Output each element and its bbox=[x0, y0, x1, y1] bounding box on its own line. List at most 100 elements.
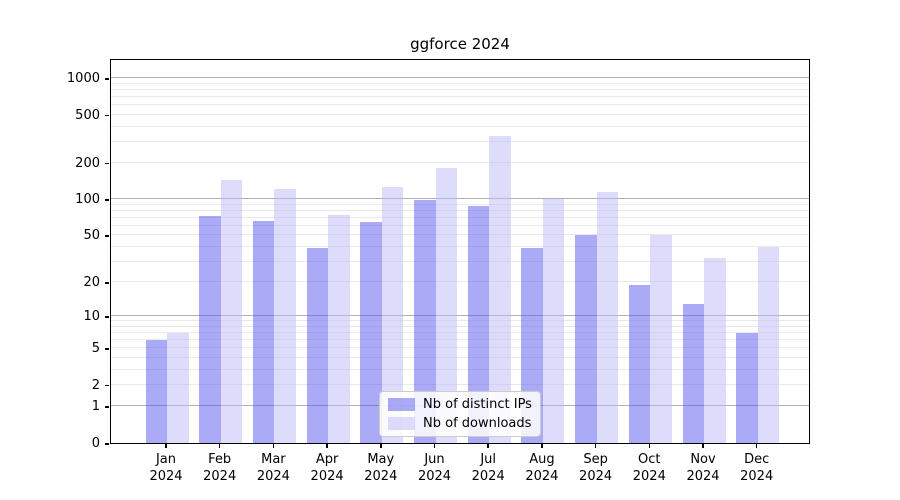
bar-distinct-ips-feb bbox=[199, 215, 221, 443]
legend-label-distinct-ips: Nb of distinct IPs bbox=[423, 397, 532, 412]
x-axis-tick-label: Apr 2024 bbox=[310, 452, 344, 484]
x-axis-tick bbox=[165, 444, 167, 448]
bar-downloads-mar bbox=[274, 188, 296, 443]
gridline-minor bbox=[111, 82, 809, 84]
x-axis-tick bbox=[702, 444, 704, 448]
gridline-minor bbox=[111, 326, 809, 327]
legend-label-downloads: Nb of downloads bbox=[423, 416, 532, 431]
gridline-minor bbox=[111, 368, 809, 370]
bar-downloads-jun bbox=[435, 167, 457, 443]
gridline-major bbox=[111, 198, 809, 200]
gridline-minor bbox=[111, 245, 809, 247]
y-axis-tick bbox=[105, 443, 109, 445]
gridline-minor bbox=[111, 234, 809, 236]
bar-downloads-apr bbox=[328, 215, 350, 443]
plot-area bbox=[110, 59, 810, 444]
y-axis-tick-label: 50 bbox=[83, 228, 100, 244]
gridline-major bbox=[111, 77, 809, 79]
x-axis-tick-label: Dec 2024 bbox=[740, 452, 774, 484]
x-axis-tick bbox=[380, 444, 382, 448]
bar-distinct-ips-jan bbox=[145, 340, 167, 443]
gridline-minor bbox=[111, 332, 809, 334]
gridline-minor bbox=[111, 209, 809, 211]
bar-distinct-ips-jun bbox=[414, 199, 436, 443]
y-axis-tick bbox=[105, 162, 109, 165]
y-axis-tick-label: 100 bbox=[75, 192, 100, 208]
x-axis-tick-label: Jul 2024 bbox=[471, 452, 505, 484]
y-axis-tick-label: 1000 bbox=[66, 71, 100, 87]
gridline-major bbox=[111, 315, 809, 317]
gridline-minor bbox=[111, 203, 809, 205]
y-axis-tick bbox=[105, 316, 109, 318]
x-axis-tick bbox=[326, 444, 328, 448]
bar-distinct-ips-mar bbox=[252, 221, 275, 443]
gridline-minor bbox=[111, 224, 809, 226]
gridline-minor bbox=[111, 125, 809, 127]
gridline-minor bbox=[111, 162, 809, 163]
x-axis-tick bbox=[594, 444, 597, 448]
bar-downloads-sep bbox=[596, 191, 619, 443]
x-axis-tick-label: Aug 2024 bbox=[525, 452, 559, 484]
bar-distinct-ips-oct bbox=[628, 284, 651, 443]
gridline-minor bbox=[111, 384, 809, 385]
y-axis-tick-label: 20 bbox=[83, 275, 100, 291]
bar-downloads-may bbox=[381, 186, 404, 443]
x-axis-tick-label: Oct 2024 bbox=[632, 452, 666, 484]
bar-distinct-ips-jul bbox=[467, 206, 490, 443]
y-axis-tick bbox=[105, 384, 109, 387]
gridline-minor bbox=[111, 347, 809, 349]
bar-downloads-nov bbox=[704, 258, 726, 443]
legend-item-downloads: Nb of downloads bbox=[388, 416, 532, 431]
gridline-minor bbox=[111, 260, 809, 262]
x-axis-tick-label: Jun 2024 bbox=[417, 452, 452, 484]
gridline-minor bbox=[111, 216, 809, 218]
gridline-minor bbox=[111, 104, 809, 106]
x-axis-tick bbox=[755, 444, 758, 448]
legend: Nb of distinct IPs Nb of downloads bbox=[379, 391, 541, 437]
x-axis-tick bbox=[648, 444, 651, 448]
y-axis-tick-label: 5 bbox=[91, 341, 100, 357]
bar-downloads-jan bbox=[167, 333, 189, 443]
bar-distinct-ips-sep bbox=[575, 235, 597, 443]
y-axis-tick bbox=[105, 282, 109, 284]
gridline-minor bbox=[111, 339, 809, 341]
gridline-minor bbox=[111, 320, 809, 322]
x-axis-tick bbox=[433, 444, 436, 448]
bar-downloads-feb bbox=[220, 179, 243, 443]
y-axis-tick bbox=[105, 348, 109, 350]
y-axis-tick bbox=[105, 235, 109, 237]
x-axis-tick bbox=[218, 444, 221, 448]
y-axis-tick-label: 2 bbox=[91, 377, 100, 393]
bar-distinct-ips-nov bbox=[682, 303, 704, 443]
x-axis-tick bbox=[487, 444, 489, 448]
gridline-minor bbox=[111, 89, 809, 90]
x-axis-tick bbox=[541, 444, 543, 448]
bar-downloads-aug bbox=[542, 199, 565, 443]
y-axis-tick-label: 500 bbox=[75, 107, 100, 123]
gridline-minor bbox=[111, 281, 809, 283]
y-axis-tick-label: 1 bbox=[91, 399, 100, 415]
y-axis-tick bbox=[105, 114, 109, 117]
y-axis-tick bbox=[105, 406, 109, 408]
x-axis-tick-label: Sep 2024 bbox=[579, 452, 613, 484]
y-axis-tick-label: 0 bbox=[91, 436, 100, 451]
x-axis-tick-label: Feb 2024 bbox=[203, 452, 237, 484]
y-axis-tick bbox=[105, 199, 109, 201]
y-axis-tick-label: 200 bbox=[75, 155, 100, 171]
gridline-minor bbox=[111, 357, 809, 359]
chart-title: ggforce 2024 bbox=[410, 35, 510, 53]
bar-distinct-ips-dec bbox=[736, 333, 758, 443]
legend-item-distinct-ips: Nb of distinct IPs bbox=[388, 397, 532, 412]
legend-swatch-distinct-ips bbox=[388, 398, 415, 411]
bar-downloads-oct bbox=[650, 235, 672, 443]
y-axis-tick bbox=[105, 78, 109, 80]
gridline-minor bbox=[111, 96, 809, 98]
x-axis-tick-label: Mar 2024 bbox=[256, 452, 290, 484]
bar-downloads-jul bbox=[489, 136, 511, 443]
legend-swatch-downloads bbox=[388, 417, 415, 430]
x-axis-tick bbox=[272, 444, 275, 448]
bar-distinct-ips-apr bbox=[306, 248, 329, 443]
x-axis-tick-label: May 2024 bbox=[364, 452, 398, 484]
x-axis-tick-label: Jan 2024 bbox=[149, 452, 183, 484]
